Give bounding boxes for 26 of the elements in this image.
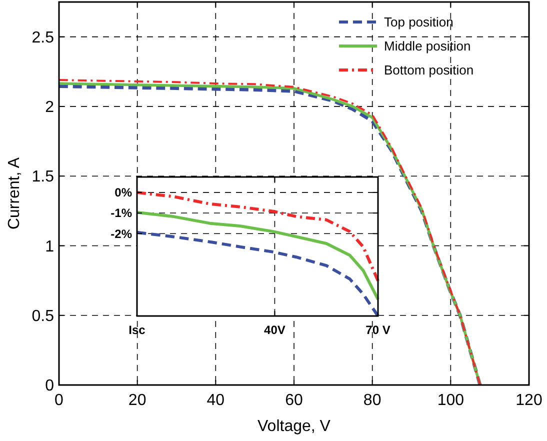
y-tick-label: 0.5 (32, 308, 54, 325)
y-tick-label: 2 (45, 99, 54, 116)
y-tick-label: 2.5 (32, 29, 54, 46)
y-tick-label: 0 (45, 378, 54, 395)
x-tick-label: 80 (363, 392, 382, 409)
line-series (136, 210, 380, 301)
legend-label: Middle position (384, 38, 471, 54)
line-series (136, 230, 380, 318)
legend-label: Top position (384, 14, 454, 30)
x-tick-label: Isc (128, 323, 146, 337)
x-axis-title: Voltage, V (258, 418, 331, 435)
x-tick-label: 40 (206, 392, 225, 409)
x-tick-label: 40V (264, 323, 286, 337)
y-tick-label: 1.5 (32, 168, 54, 186)
x-tick-label: 70 V (366, 323, 390, 337)
line-series (136, 190, 380, 282)
y-tick-label: -1% (110, 206, 132, 220)
y-tick-label: 0% (114, 186, 132, 200)
y-tick-label: -2% (110, 226, 132, 241)
legend-label: Bottom position (384, 62, 474, 78)
x-tick-label: 100 (437, 392, 464, 409)
y-tick-label: 1 (45, 238, 54, 256)
x-tick-label: 20 (128, 392, 146, 409)
x-tick-label: 120 (516, 392, 542, 409)
x-tick-label: 60 (285, 392, 303, 409)
y-axis-title: Current, A (6, 157, 23, 230)
